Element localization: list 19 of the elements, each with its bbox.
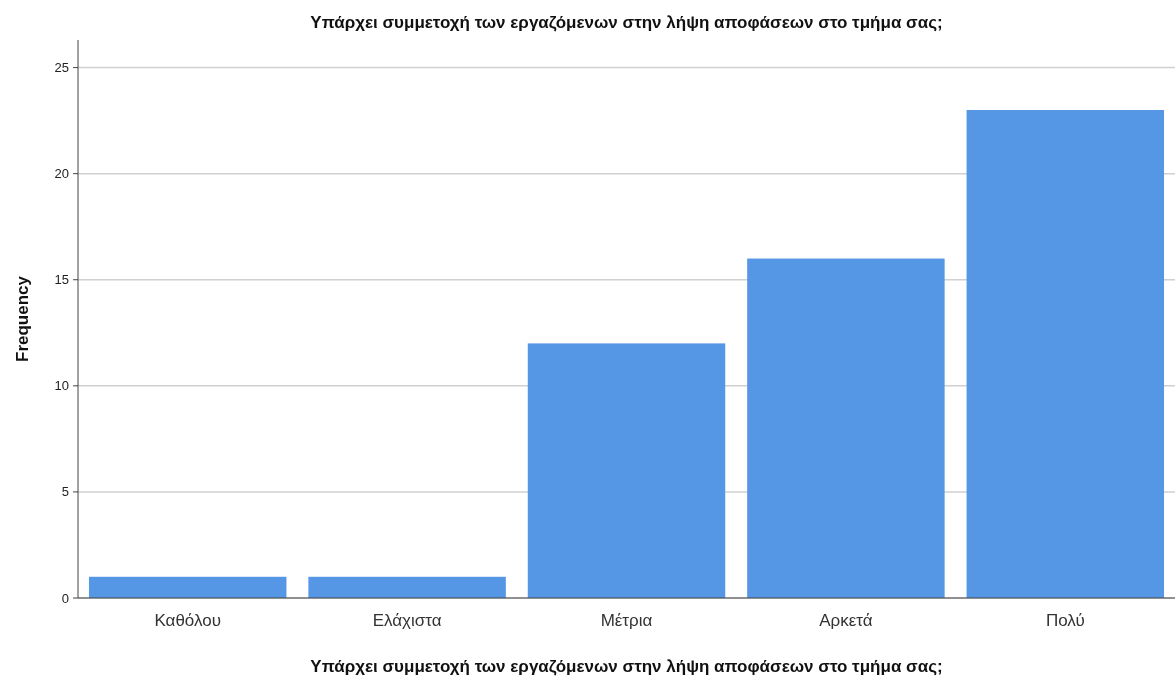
y-tick-label: 15 xyxy=(54,272,69,288)
x-tick-label: Αρκετά xyxy=(819,611,873,630)
x-tick-label: Μέτρια xyxy=(600,611,653,630)
chart-title: Υπάρχει συμμετοχή των εργαζόμενων στην λήψη αποφάσεων στο τμήμα σας; xyxy=(310,13,943,32)
y-axis-title: Frequency xyxy=(13,275,32,362)
bar xyxy=(88,576,287,598)
y-tick-label: 0 xyxy=(61,590,69,606)
y-tick-label: 20 xyxy=(54,166,69,182)
y-tick-label: 10 xyxy=(54,378,69,394)
x-axis-title: Υπάρχει συμμετοχή των εργαζόμενων στην λήψη αποφάσεων στο τμήμα σας; xyxy=(310,657,943,676)
y-tick-label: 25 xyxy=(54,60,69,76)
bar xyxy=(308,576,506,598)
bar xyxy=(747,258,945,598)
x-tick-label: Καθόλου xyxy=(154,611,221,630)
bar xyxy=(527,343,726,598)
y-tick-label: 5 xyxy=(61,484,69,500)
x-tick-label: Πολύ xyxy=(1045,611,1085,630)
x-tick-label: Ελάχιστα xyxy=(372,611,442,630)
bar xyxy=(966,110,1165,598)
